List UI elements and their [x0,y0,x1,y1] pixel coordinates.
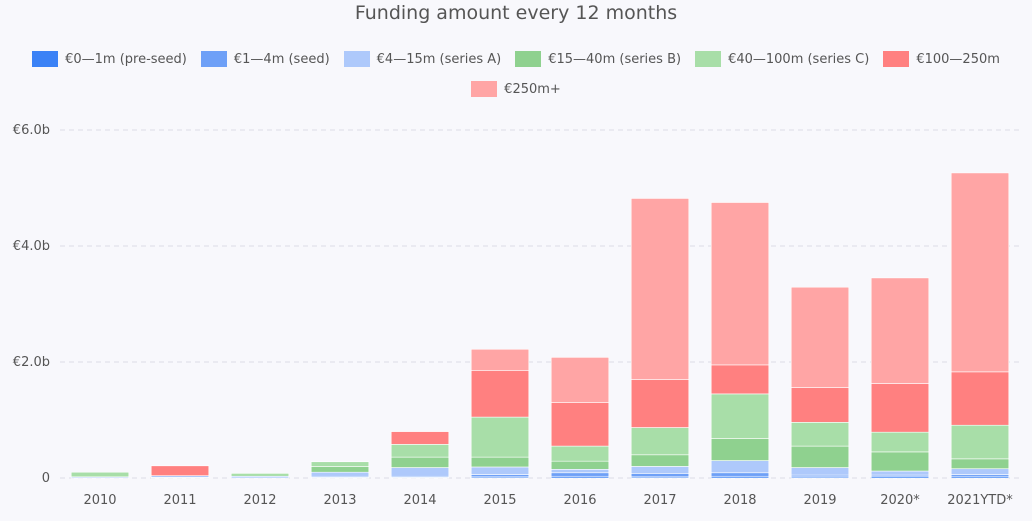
bar-segment[interactable] [630,427,690,456]
bar-segment[interactable] [470,370,530,418]
legend-swatch [515,51,542,67]
bar-segment[interactable] [950,424,1010,460]
bar-segment[interactable] [550,402,610,447]
bar-segment[interactable] [470,348,530,371]
bar-segment[interactable] [470,416,530,458]
legend-item[interactable]: €1—4m (seed) [200,50,330,68]
legend-label: €250m+ [504,81,561,97]
bar-segment[interactable] [630,379,690,428]
bar-segment[interactable] [710,438,770,461]
y-tick-label: €2.0b [13,355,50,370]
bar-segment[interactable] [710,364,770,395]
bar-segment[interactable] [150,465,210,476]
bar-segment[interactable] [870,277,930,384]
bar-segment[interactable] [470,474,530,478]
bar-segment[interactable] [870,470,930,476]
bar-segment[interactable] [950,371,1010,426]
bar-segment[interactable] [950,468,1010,475]
bar-segment[interactable] [550,472,610,477]
y-tick-label: 0 [42,471,50,486]
bar-segment[interactable] [950,172,1010,373]
bar-segment[interactable] [790,422,850,447]
x-tick-label: 2011 [163,493,196,508]
legend-swatch [883,51,910,67]
legend-swatch [32,51,59,67]
bar-segment[interactable] [790,467,850,476]
legend-item[interactable]: €250m+ [471,80,561,98]
bar-segment[interactable] [70,471,130,478]
bar-segment[interactable] [550,468,610,474]
x-tick-label: 2021YTD* [947,493,1013,508]
legend-label: €15—40m (series B) [548,51,682,67]
legend-swatch [695,51,722,67]
legend-label: €1—4m (seed) [233,51,330,67]
bar-segment[interactable] [870,431,930,453]
bars-layer [70,172,1010,479]
bar-segment[interactable] [630,454,690,467]
legend-swatch [200,51,227,67]
bar-segment[interactable] [710,460,770,474]
bar-segment[interactable] [390,444,450,458]
x-tick-label: 2015 [483,493,516,508]
legend-item[interactable]: €40—100m (series C) [695,50,869,68]
legend-label: €100—250m [916,51,1000,67]
bar-segment[interactable] [870,383,930,433]
legend-label: €4—15m (series A) [376,51,502,67]
bar-segment[interactable] [470,456,530,468]
bar-segment[interactable] [710,202,770,366]
bar-segment[interactable] [790,445,850,468]
bar-segment[interactable] [790,387,850,423]
bar-segment[interactable] [950,458,1010,470]
x-tick-label: 2020* [880,493,920,508]
bar-segment[interactable] [390,431,450,445]
bar-segment[interactable] [390,456,450,468]
legend-item[interactable]: €0—1m (pre-seed) [32,50,187,68]
bar-segment[interactable] [550,460,610,470]
bar-segment[interactable] [630,466,690,474]
bar-segment[interactable] [310,466,370,473]
y-tick-label: €6.0b [13,123,50,138]
legend-item[interactable]: €15—40m (series B) [515,50,681,68]
legend-item[interactable]: €100—250m [883,50,1000,68]
bar-segment[interactable] [310,471,370,477]
legend-swatch [471,81,498,97]
bar-segment[interactable] [310,461,370,467]
ticks-layer: 0 €2.0b €4.0b €6.0b 2010 2011 2012 2013 2014 2015… [13,123,1013,508]
bar-segment[interactable] [550,357,610,403]
legend-label: €0—1m (pre-seed) [65,51,187,67]
bar-segment[interactable] [630,473,690,478]
chart-title: Funding amount every 12 months [354,2,678,24]
x-tick-label: 2018 [723,493,756,508]
bar-segment[interactable] [230,473,290,477]
x-tick-label: 2010 [83,493,116,508]
x-tick-label: 2016 [563,493,596,508]
x-tick-label: 2017 [643,493,676,508]
bar-segment[interactable] [710,393,770,439]
bar-segment[interactable] [390,467,450,477]
chart-legend: €0—1m (pre-seed) €1—4m (seed) €4—15m (seri… [20,50,1012,98]
y-tick-label: €4.0b [13,239,50,254]
legend-item[interactable]: €4—15m (series A) [343,50,502,68]
legend-label: €40—100m (series C) [728,51,870,67]
x-tick-label: 2014 [403,493,436,508]
bar-segment[interactable] [470,466,530,475]
bar-segment[interactable] [630,198,690,380]
bar-segment[interactable] [790,286,850,388]
bar-segment[interactable] [550,445,610,462]
bar-segment[interactable] [710,472,770,477]
x-tick-label: 2012 [243,493,276,508]
x-tick-label: 2019 [803,493,836,508]
x-tick-label: 2013 [323,493,356,508]
bar-segment[interactable] [870,451,930,472]
grid-layer [60,129,1020,479]
legend-swatch [343,51,370,67]
